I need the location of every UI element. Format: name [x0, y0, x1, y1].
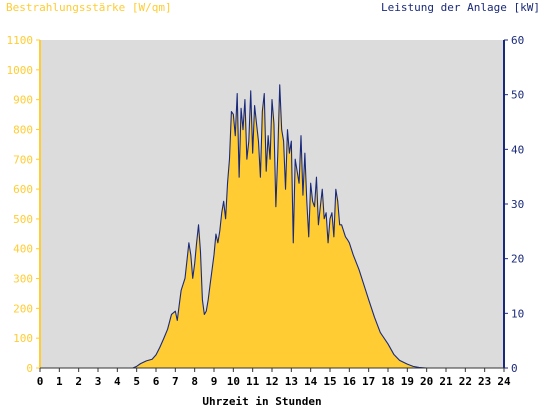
x-tick-label: 18	[381, 375, 394, 388]
right-axis-title: Leistung der Anlage [kW]	[381, 1, 540, 14]
x-tick-label: 14	[304, 375, 318, 388]
y-left-tick-label: 500	[13, 213, 33, 226]
y-right-tick-label: 0	[511, 362, 518, 375]
y-right-tick-label: 10	[511, 307, 524, 320]
y-left-tick-label: 600	[13, 183, 33, 196]
x-tick-label: 13	[285, 375, 298, 388]
x-tick-label: 17	[362, 375, 375, 388]
y-right-tick-label: 20	[511, 253, 524, 266]
x-tick-label: 20	[420, 375, 433, 388]
y-left-tick-label: 1100	[7, 34, 34, 47]
x-tick-label: 1	[56, 375, 63, 388]
x-tick-label: 21	[439, 375, 453, 388]
x-tick-label: 4	[114, 375, 121, 388]
y-left-tick-label: 900	[13, 94, 33, 107]
y-right-tick-label: 60	[511, 34, 524, 47]
x-tick-label: 16	[343, 375, 357, 388]
y-left-tick-label: 400	[13, 243, 33, 256]
x-tick-label: 7	[172, 375, 179, 388]
x-tick-label: 22	[459, 375, 472, 388]
x-tick-label: 0	[37, 375, 44, 388]
x-tick-label: 15	[323, 375, 336, 388]
left-axis-title: Bestrahlungsstärke [W/qm]	[6, 1, 172, 14]
y-left-tick-label: 800	[13, 123, 33, 136]
power-line	[40, 84, 504, 369]
y-right-tick-label: 50	[511, 89, 524, 102]
x-tick-label: 23	[478, 375, 491, 388]
x-tick-label: 24	[497, 375, 511, 388]
y-left-tick-label: 200	[13, 302, 33, 315]
y-left-tick-label: 700	[13, 153, 33, 166]
x-tick-label: 9	[211, 375, 218, 388]
x-tick-label: 12	[265, 375, 278, 388]
y-right-tick-label: 40	[511, 143, 524, 156]
axes-layer: 0100200300400500600700800900100011000102…	[7, 34, 525, 388]
irradiance-area	[40, 84, 504, 368]
x-tick-label: 2	[75, 375, 82, 388]
y-left-tick-label: 100	[13, 332, 33, 345]
x-tick-label: 6	[153, 375, 160, 388]
y-left-tick-label: 1000	[7, 64, 34, 77]
y-right-tick-label: 30	[511, 198, 524, 211]
x-tick-label: 19	[401, 375, 414, 388]
x-tick-label: 10	[227, 375, 240, 388]
series-layer	[40, 84, 504, 369]
y-left-tick-label: 0	[26, 362, 33, 375]
x-tick-label: 3	[95, 375, 102, 388]
x-tick-label: 11	[246, 375, 260, 388]
y-left-tick-label: 300	[13, 273, 33, 286]
x-tick-label: 5	[133, 375, 140, 388]
x-tick-label: 8	[191, 375, 198, 388]
x-axis-label: Uhrzeit in Stunden	[202, 395, 321, 408]
